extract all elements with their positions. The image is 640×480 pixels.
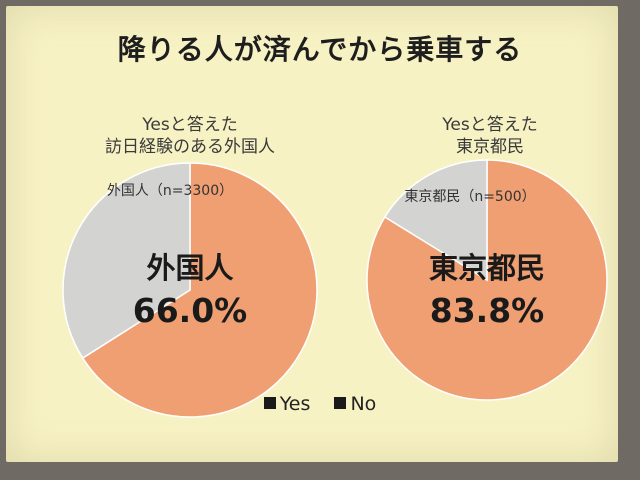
pie-1-slice-yes (81, 162, 318, 418)
pie-1-slice-no (62, 162, 191, 360)
pie-1-title: Yesと答えた 訪日経験のある外国人 (60, 114, 320, 158)
legend: Yes No (0, 393, 640, 415)
pie-2-sample-label: 東京都民（n=500） (404, 189, 535, 205)
pie-2-center-label: 東京都民 (429, 251, 545, 285)
legend-swatch-yes (263, 396, 276, 409)
pie-2-title-line-2: 東京都民 (456, 137, 524, 157)
pie-1-title-line-2: 訪日経験のある外国人 (105, 137, 275, 157)
legend-item-no: No (334, 393, 376, 415)
legend-label-no: No (350, 393, 377, 415)
pie-1-center-label: 外国人 (146, 251, 233, 285)
pie-1-title-line-1: Yesと答えた (142, 115, 238, 135)
pie-2-slice-no (383, 159, 488, 282)
pie-2-title-line-1: Yesと答えた (442, 115, 538, 135)
legend-label-yes: Yes (279, 393, 311, 415)
pie-2-center-value: 83.8% (430, 291, 545, 330)
pie-2-title: Yesと答えた 東京都民 (380, 114, 600, 158)
chart-title: 降りる人が済んでから乗車する (117, 33, 523, 66)
legend-swatch-no (334, 396, 347, 409)
legend-item-yes: Yes (263, 393, 311, 415)
pie-chart-foreigners (62, 162, 318, 418)
pie-1-sample-label: 外国人（n=3300） (107, 183, 233, 199)
pie-chart-tokyo-residents (366, 159, 608, 401)
pie-1-center-value: 66.0% (133, 291, 248, 330)
